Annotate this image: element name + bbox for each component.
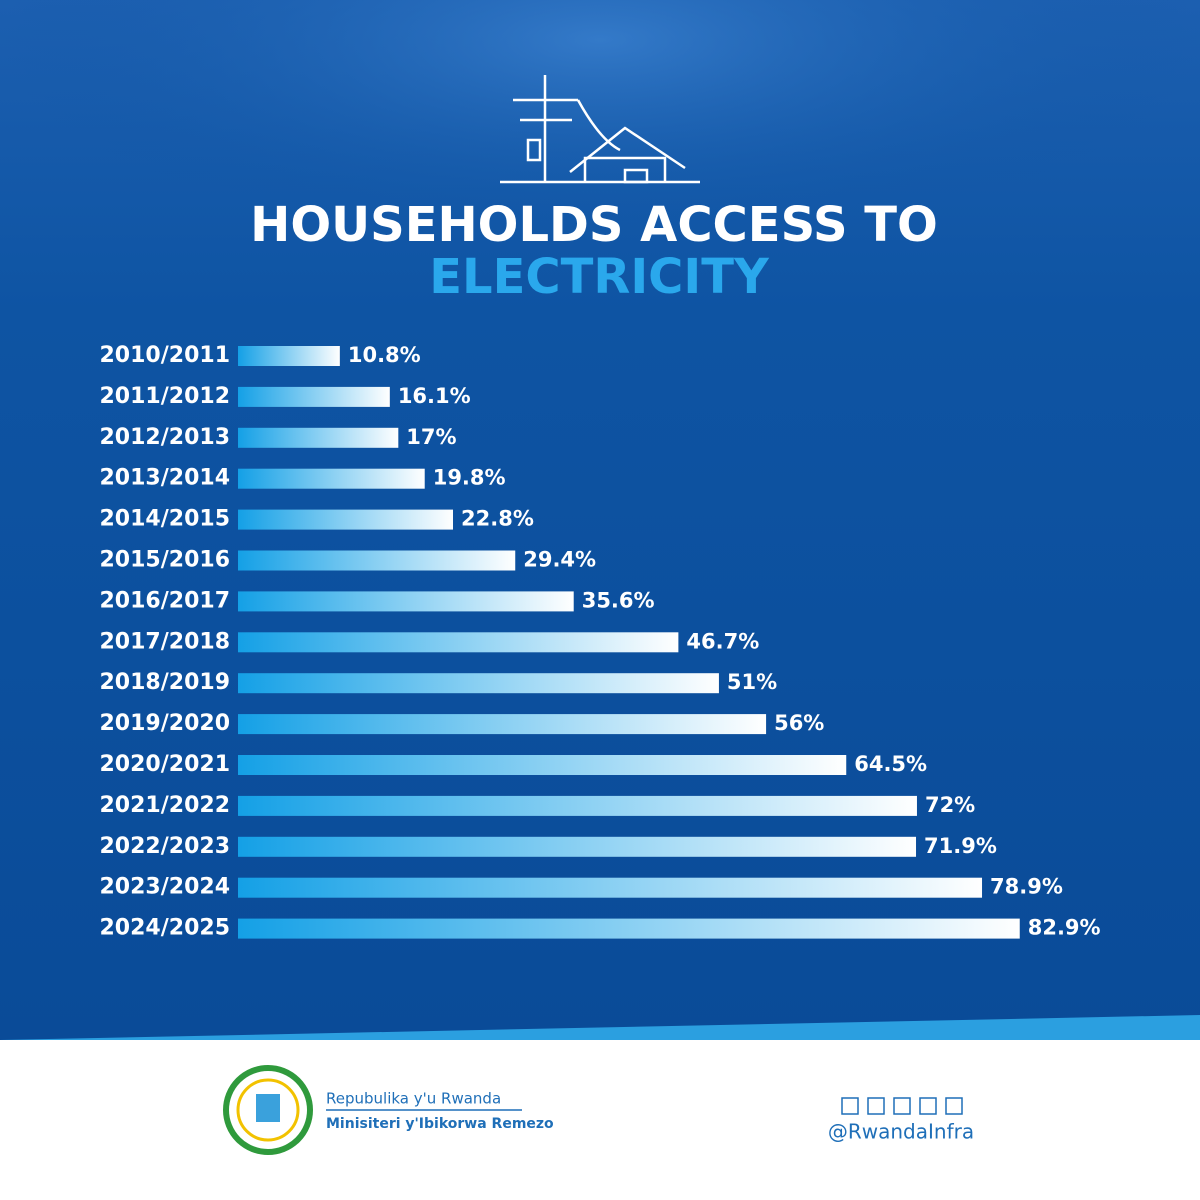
handle: @RwandaInfra: [828, 1120, 974, 1144]
footer: [0, 1040, 1200, 1200]
accent-band: [0, 1015, 1200, 1040]
bar: [238, 877, 983, 898]
category-label: 2012/2013: [100, 425, 231, 450]
chart-title-highlight: ELECTRICITY: [429, 249, 770, 305]
category-label: 2017/2018: [100, 629, 231, 654]
bar: [238, 836, 917, 857]
category-label: 2014/2015: [100, 507, 231, 532]
bar: [238, 755, 847, 775]
value-label: 82.9%: [1028, 916, 1101, 940]
category-label: 2011/2012: [100, 384, 231, 409]
category-label: 2019/2020: [100, 711, 231, 736]
power-icon: [500, 75, 700, 184]
bar: [238, 795, 917, 816]
bar: [238, 386, 390, 407]
category-label: 2010/2011: [100, 343, 231, 368]
bar: [238, 468, 425, 489]
bar: [238, 632, 679, 653]
category-label: 2018/2019: [100, 670, 231, 695]
value-label: 35.6%: [582, 588, 655, 612]
value-label: 46.7%: [686, 629, 759, 653]
bar: [238, 918, 1020, 939]
bar: [238, 427, 399, 448]
category-label: 2016/2017: [100, 588, 231, 613]
value-label: 56%: [774, 711, 824, 735]
bar: [238, 673, 719, 694]
bar: [238, 550, 516, 571]
country: Repubulika y'u Rwanda: [326, 1090, 501, 1108]
category-label: 2013/2014: [100, 466, 231, 491]
bar: [238, 591, 574, 612]
emblem: [223, 1065, 313, 1155]
social-icons: [841, 1097, 963, 1115]
category-label: 2015/2016: [100, 548, 231, 573]
value-label: 16.1%: [398, 384, 471, 408]
category-label: 2023/2024: [100, 875, 231, 900]
value-label: 10.8%: [348, 343, 421, 367]
background-glow: [0, 0, 1200, 400]
category-label: 2024/2025: [100, 916, 231, 941]
bar: [238, 714, 767, 735]
value-label: 29.4%: [523, 548, 596, 572]
bar: [238, 509, 454, 530]
ministry: Minisiteri y'Ibikorwa Remezo: [326, 1116, 554, 1132]
category-label: 2022/2023: [100, 834, 231, 859]
bar: [238, 346, 340, 366]
value-label: 19.8%: [433, 466, 506, 490]
value-label: 78.9%: [990, 875, 1063, 899]
value-label: 51%: [727, 670, 777, 694]
value-label: 17%: [406, 425, 456, 449]
category-label: 2021/2022: [100, 793, 231, 818]
value-label: 72%: [925, 793, 975, 817]
value-label: 22.8%: [461, 507, 534, 531]
value-label: 71.9%: [924, 834, 997, 858]
chart-title: HOUSEHOLDS ACCESS TO: [250, 197, 938, 253]
category-label: 2020/2021: [100, 752, 231, 777]
value-label: 64.5%: [854, 752, 927, 776]
